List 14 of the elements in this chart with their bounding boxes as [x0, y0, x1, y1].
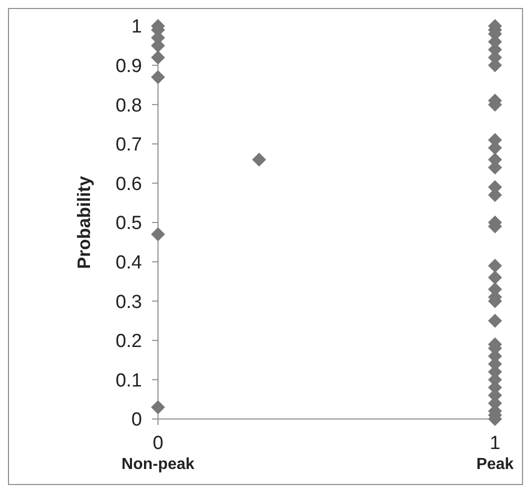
y-tick-label: 0.6 — [116, 174, 142, 195]
y-tick-label: 0.3 — [116, 292, 142, 313]
y-axis-title: Probability — [74, 176, 94, 270]
y-tick-label: 0.4 — [116, 252, 142, 274]
y-tick-label: 0.8 — [116, 95, 142, 116]
y-tick-label: 0.5 — [116, 213, 142, 234]
y-tick-label: 0.7 — [116, 134, 142, 156]
text: Non-peak — [122, 456, 195, 473]
y-tick-label: 0.2 — [116, 331, 142, 352]
text: Peak — [476, 456, 514, 473]
y-tick-label: 0 — [131, 410, 142, 431]
y-tick-label: 1 — [131, 16, 142, 38]
y-tick-label: 0.1 — [116, 370, 142, 392]
y-tick-label: 0.9 — [116, 56, 142, 77]
